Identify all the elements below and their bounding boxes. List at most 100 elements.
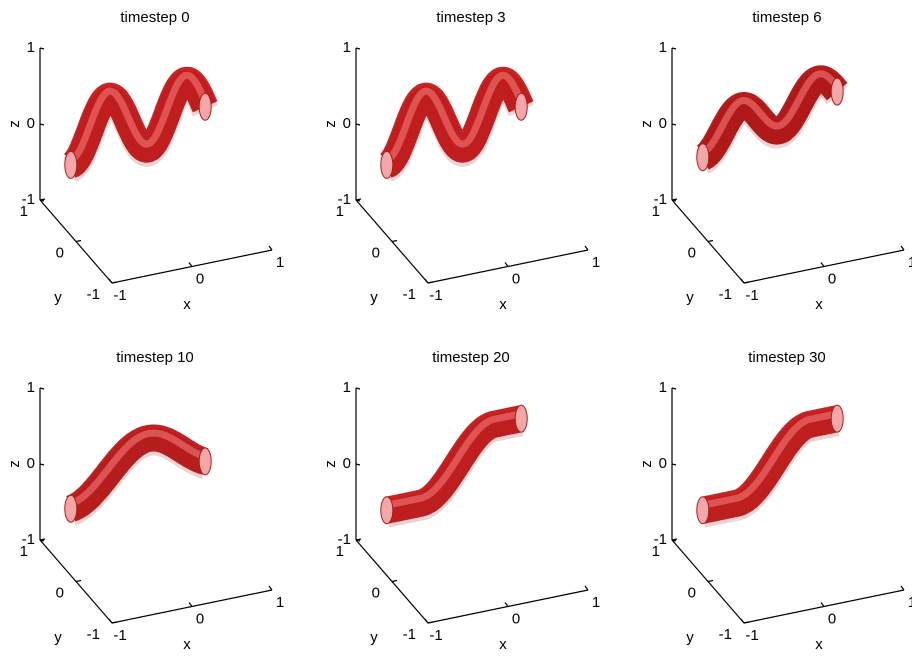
z-tick xyxy=(356,388,360,389)
z-tick-label: 1 xyxy=(659,379,667,396)
x-tick xyxy=(269,586,272,590)
tube-cap xyxy=(199,448,211,475)
x-tick xyxy=(901,246,904,250)
z-axis-label: z xyxy=(322,120,339,128)
y-tick xyxy=(40,199,45,200)
x-tick-label: 0 xyxy=(512,270,520,287)
y-tick xyxy=(356,539,361,540)
y-tick xyxy=(112,282,117,283)
x-tick xyxy=(585,246,588,250)
z-axis-label: z xyxy=(6,120,23,128)
x-tick-label: 0 xyxy=(828,270,836,287)
tube-cap xyxy=(381,151,393,178)
z-axis-label: z xyxy=(638,120,655,128)
panel-title: timestep 0 xyxy=(120,9,189,26)
z-tick xyxy=(356,124,360,125)
y-tick-label: -1 xyxy=(719,626,732,643)
x-tick-label: -1 xyxy=(113,627,126,644)
y-tick xyxy=(672,539,677,540)
tube-cap xyxy=(199,93,211,120)
x-tick xyxy=(109,619,112,623)
x-tick xyxy=(425,619,428,623)
y-tick-label: 1 xyxy=(652,543,660,560)
z-tick-label: 0 xyxy=(659,115,667,132)
z-tick-label: 0 xyxy=(27,455,35,472)
y-tick-label: 0 xyxy=(372,584,380,601)
x-tick xyxy=(505,263,508,267)
y-tick-label: -1 xyxy=(403,286,416,303)
tube-cap xyxy=(381,497,393,524)
y-tick xyxy=(708,241,713,242)
figure: timestep 0-101-101-101zyxtimestep 3-101-… xyxy=(0,0,912,653)
z-axis-label: z xyxy=(638,460,655,468)
y-axis-label: y xyxy=(686,629,694,646)
z-tick-label: 1 xyxy=(659,39,667,56)
panel-title: timestep 30 xyxy=(748,349,826,366)
y-tick xyxy=(744,282,749,283)
z-tick-label: 0 xyxy=(343,455,351,472)
x-tick-label: -1 xyxy=(745,287,758,304)
y-axis-label: y xyxy=(54,629,62,646)
z-tick-label: 1 xyxy=(343,39,351,56)
z-tick-label: 0 xyxy=(27,115,35,132)
x-tick-label: 1 xyxy=(908,594,912,611)
y-tick-label: 1 xyxy=(20,203,28,220)
y-tick-label: 1 xyxy=(20,543,28,560)
y-axis-label: y xyxy=(54,289,62,306)
x-tick xyxy=(585,586,588,590)
x-tick-label: 0 xyxy=(512,610,520,627)
y-tick-label: 0 xyxy=(56,584,64,601)
z-tick xyxy=(356,464,360,465)
x-tick-label: 1 xyxy=(276,254,284,271)
panel-title: timestep 6 xyxy=(752,9,821,26)
y-tick xyxy=(356,199,361,200)
y-axis-label: y xyxy=(370,629,378,646)
z-tick-label: 0 xyxy=(343,115,351,132)
x-tick xyxy=(189,263,192,267)
panel-title: timestep 10 xyxy=(116,349,194,366)
y-tick-label: 0 xyxy=(688,244,696,261)
x-tick xyxy=(505,603,508,607)
y-axis-label: y xyxy=(370,289,378,306)
y-tick-label: -1 xyxy=(87,286,100,303)
y-tick xyxy=(112,622,117,623)
x-tick xyxy=(741,279,744,283)
z-tick-label: 0 xyxy=(659,455,667,472)
x-tick-label: 1 xyxy=(908,254,912,271)
x-axis-label: x xyxy=(815,296,823,313)
y-tick-label: 0 xyxy=(372,244,380,261)
y-tick-label: 1 xyxy=(336,203,344,220)
x-tick-label: -1 xyxy=(429,287,442,304)
x-tick-label: 0 xyxy=(196,610,204,627)
panel-title: timestep 20 xyxy=(432,349,510,366)
y-tick xyxy=(76,581,81,582)
x-tick xyxy=(425,279,428,283)
y-tick-label: -1 xyxy=(87,626,100,643)
x-tick xyxy=(109,279,112,283)
y-tick xyxy=(40,539,45,540)
z-tick-label: 1 xyxy=(27,379,35,396)
x-tick-label: 1 xyxy=(592,254,600,271)
tube-cap xyxy=(515,405,527,432)
x-axis-label: x xyxy=(183,296,191,313)
tube-cap xyxy=(515,93,527,120)
y-tick-label: 0 xyxy=(56,244,64,261)
z-tick-label: 1 xyxy=(27,39,35,56)
x-tick-label: 0 xyxy=(828,610,836,627)
y-tick-label: -1 xyxy=(719,286,732,303)
x-axis-label: x xyxy=(183,636,191,653)
x-tick xyxy=(269,246,272,250)
y-tick-label: 0 xyxy=(688,584,696,601)
z-tick xyxy=(356,48,360,49)
x-tick-label: 1 xyxy=(276,594,284,611)
x-tick-label: -1 xyxy=(429,627,442,644)
tube-cap xyxy=(697,497,709,524)
y-tick xyxy=(672,199,677,200)
z-axis-label: z xyxy=(6,460,23,468)
x-axis-label: x xyxy=(815,636,823,653)
